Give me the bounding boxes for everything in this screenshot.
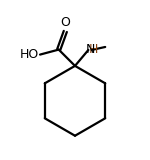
- Text: N: N: [86, 43, 95, 56]
- Text: H: H: [89, 43, 98, 56]
- Text: O: O: [60, 16, 70, 29]
- Text: HO: HO: [20, 48, 39, 61]
